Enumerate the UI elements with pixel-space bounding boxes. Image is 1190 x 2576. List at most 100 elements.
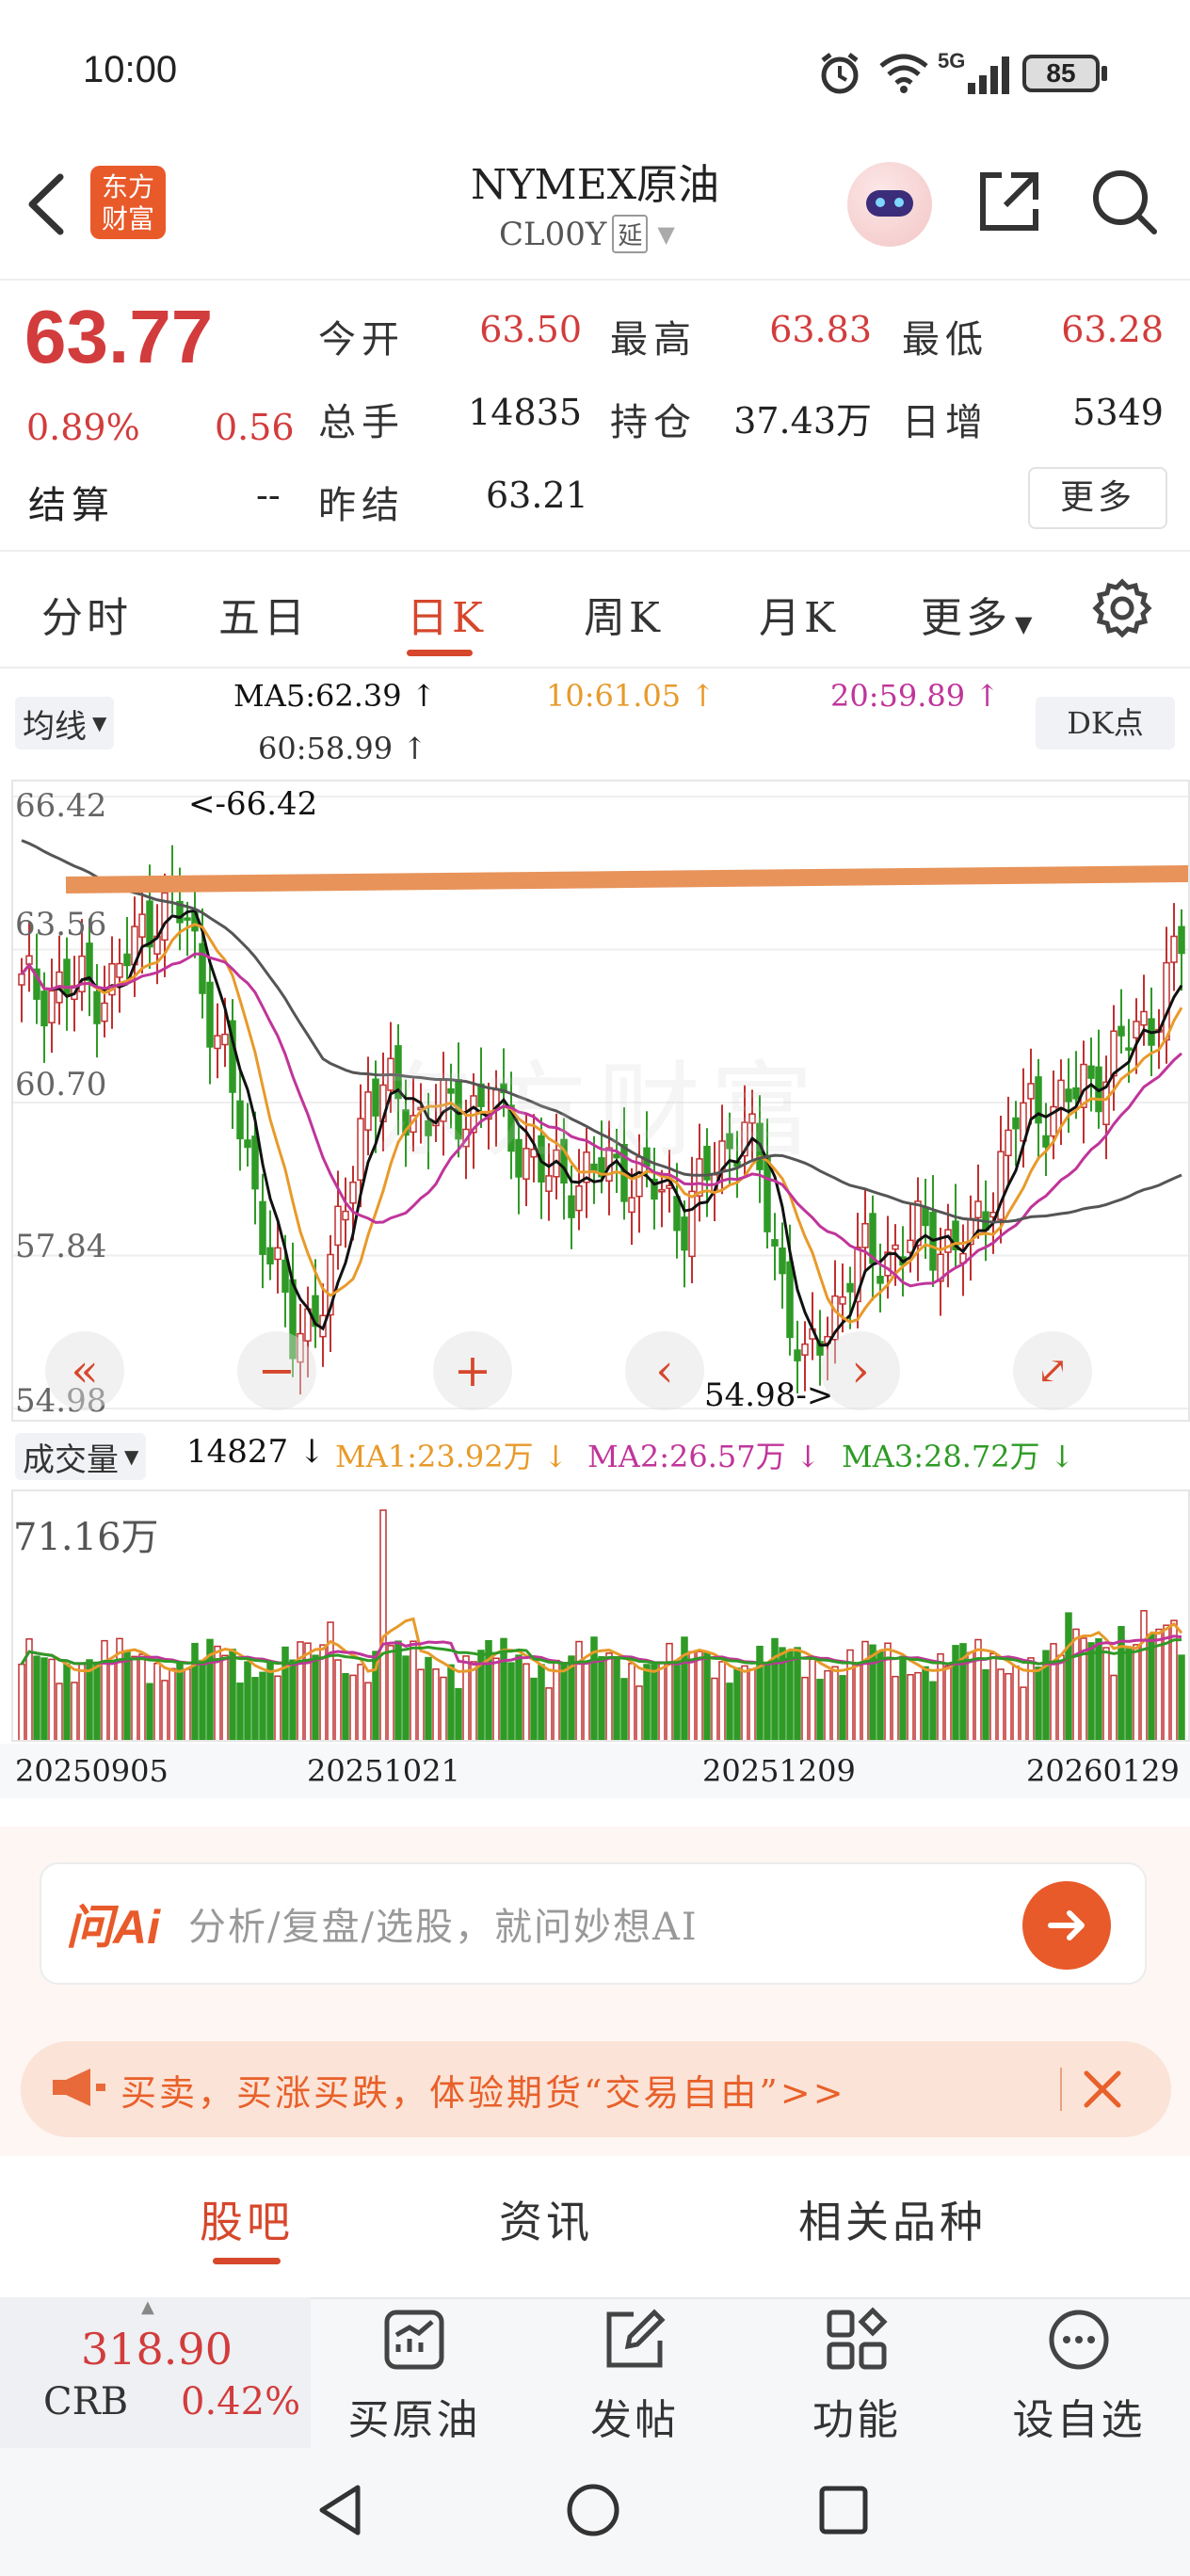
candle: [854, 1247, 861, 1303]
nav-back-icon[interactable]: [313, 2482, 369, 2542]
promo-banner[interactable]: 买卖，买涨买跌，体验期货“交易自由”>>: [21, 2041, 1171, 2137]
volume-bar: [48, 1658, 56, 1740]
candle: [681, 1216, 688, 1251]
volume-bar: [116, 1637, 123, 1740]
more-button[interactable]: 更多: [1028, 467, 1167, 529]
volume-selector[interactable]: 成交量 ▼: [15, 1433, 147, 1480]
dk-point-button[interactable]: DK点: [1036, 697, 1175, 749]
volume-bar: [485, 1639, 492, 1740]
candle: [297, 1332, 304, 1363]
candle: [364, 1091, 372, 1131]
post-button[interactable]: 发帖: [550, 2307, 719, 2446]
candle: [575, 1184, 583, 1212]
zoom-in-icon[interactable]: +: [433, 1331, 512, 1410]
volume-bar: [432, 1668, 440, 1740]
candle: [312, 1295, 319, 1328]
candle: [651, 1178, 658, 1200]
candle: [184, 917, 191, 921]
volume-bar: [967, 1651, 974, 1740]
subtab-guba[interactable]: 股吧: [200, 2197, 294, 2247]
crb-name: CRB: [43, 2380, 129, 2423]
status-bar: 10:00 5G 85: [0, 0, 1190, 141]
tab-five-day[interactable]: 五日: [218, 594, 309, 642]
candle: [613, 1153, 620, 1159]
candle: [40, 990, 48, 1027]
kline-chart[interactable]: 东方财富: [11, 780, 1190, 1422]
scroll-left-fast-icon[interactable]: «: [45, 1331, 124, 1410]
ma20-value: 20:59.89 ↑: [830, 678, 1001, 714]
candle: [259, 1200, 266, 1255]
zoom-out-icon[interactable]: −: [237, 1331, 316, 1410]
ma10-value: 10:61.05 ↑: [546, 678, 716, 714]
add-watchlist-button[interactable]: 设自选: [994, 2307, 1164, 2446]
date-axis: [0, 1744, 1190, 1798]
volume-bar: [417, 1668, 425, 1740]
logo-text-2: 财富: [101, 203, 154, 234]
volume-bar: [33, 1655, 40, 1740]
volume-bar: [281, 1646, 289, 1740]
nav-home-icon[interactable]: [565, 2482, 621, 2542]
volume-bar: [952, 1645, 959, 1740]
candle: [1050, 1105, 1057, 1137]
volume-bar: [846, 1649, 854, 1740]
volume-bar: [801, 1676, 809, 1740]
post-label: 发帖: [590, 2396, 679, 2444]
tab-weekly-k[interactable]: 周K: [584, 594, 664, 642]
volume-bar: [492, 1657, 500, 1740]
candle: [199, 942, 206, 994]
volume-bar: [63, 1663, 71, 1740]
contract-selector[interactable]: CL00Y 延 ▼: [499, 215, 675, 253]
volume-bar: [575, 1640, 583, 1740]
edit-icon: [606, 2309, 666, 2368]
ma5-value: MA5:62.39 ↑: [233, 678, 437, 714]
ai-submit-arrow-icon[interactable]: [1022, 1881, 1111, 1970]
y-label-1: 66.42: [15, 787, 107, 825]
max-price-marker: <-66.42: [188, 785, 318, 823]
candle: [357, 1118, 364, 1182]
scroll-left-icon[interactable]: ‹: [625, 1331, 704, 1410]
volume-bar: [922, 1666, 929, 1740]
nav-recents-icon[interactable]: [817, 2484, 870, 2540]
functions-button[interactable]: 功能: [772, 2307, 941, 2446]
volume-bar: [447, 1664, 455, 1740]
back-icon[interactable]: [23, 171, 70, 241]
volume-bar: [176, 1661, 184, 1740]
volume-bar: [726, 1682, 733, 1740]
candle: [568, 1195, 575, 1218]
tab-intraday[interactable]: 分时: [41, 594, 132, 642]
tab-daily-k[interactable]: 日K: [407, 594, 487, 642]
volume-bar: [907, 1674, 914, 1740]
volume-bar: [892, 1675, 899, 1740]
ai-search-bar[interactable]: 问Ai 分析/复盘/选股，就问妙想AI: [40, 1862, 1147, 1985]
share-icon[interactable]: [973, 166, 1045, 241]
candle: [425, 1119, 432, 1136]
date-label-1: 20250905: [15, 1753, 169, 1789]
subtab-news[interactable]: 资讯: [499, 2197, 593, 2247]
search-icon[interactable]: [1088, 166, 1160, 241]
fullscreen-icon[interactable]: ⤢: [1013, 1331, 1092, 1410]
volume-bar: [1170, 1619, 1178, 1740]
subtab-related[interactable]: 相关品种: [798, 2197, 987, 2247]
volume-bar: [651, 1664, 658, 1740]
crb-index-card[interactable]: ▲ 318.90 CRB 0.42%: [0, 2297, 311, 2448]
candle: [703, 1145, 711, 1181]
volume-bar: [824, 1669, 831, 1740]
candle: [342, 1210, 349, 1221]
volume-bar: [214, 1645, 221, 1740]
volume-bar: [327, 1621, 334, 1740]
volume-bar: [191, 1642, 199, 1740]
tab-monthly-k[interactable]: 月K: [759, 594, 839, 642]
tab-more[interactable]: 更多 ▼: [921, 584, 1036, 644]
ma20-line: [20, 952, 1182, 1288]
ma-selector[interactable]: 均线 ▼: [15, 697, 115, 749]
scroll-right-icon[interactable]: ›: [821, 1331, 900, 1410]
volume-chart[interactable]: [11, 1489, 1190, 1742]
volume-bar: [108, 1661, 116, 1740]
volume-bar: [387, 1645, 394, 1740]
buy-oil-button[interactable]: 买原油: [330, 2307, 499, 2446]
robot-avatar-icon[interactable]: [847, 162, 932, 247]
close-icon[interactable]: [1081, 2068, 1124, 2115]
settings-gear-icon[interactable]: [1092, 578, 1152, 642]
volume-bar: [688, 1650, 696, 1740]
date-label-4: 20260129: [1026, 1753, 1180, 1789]
